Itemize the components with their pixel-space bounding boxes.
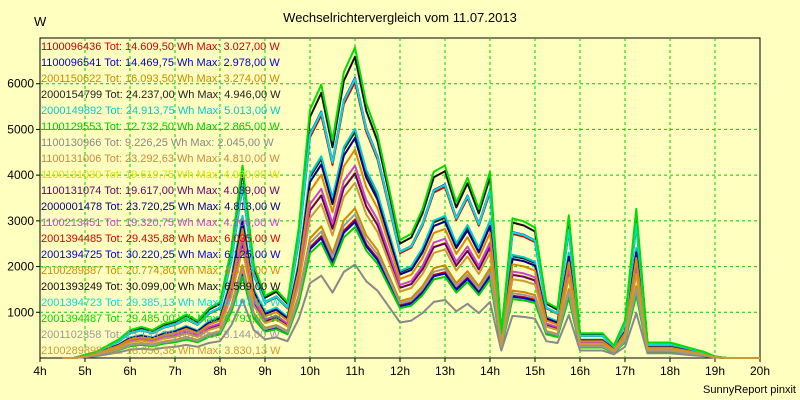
legend-entry: 2001393249 Tot: 30.099,00 Wh Max: 6.589,… <box>41 281 281 293</box>
legend-entry: 1100096436 Tot: 14.609,50 Wh Max: 3.027,… <box>41 41 280 53</box>
legend-entry: 1100129553 Tot: 12.732,50 Wh Max: 2.865,… <box>41 121 280 133</box>
x-tick-label: 4h <box>33 364 46 378</box>
legend-entry: 1100213451 Tot: 19.320,75 Wh Max: 4.206,… <box>41 217 280 229</box>
legend-entry: 2000154799 Tot: 24.237,00 Wh Max: 4.946,… <box>41 89 281 101</box>
x-tick-label: 13h <box>435 364 455 378</box>
y-tick-label: 5000 <box>7 122 34 136</box>
legend-entry: 1100131006 Tot: 23.292,63 Wh Max: 4.810,… <box>41 153 280 165</box>
y-tick-label: 3000 <box>7 214 34 228</box>
legend-entry: 1100096541 Tot: 14.469,75 Wh Max: 2.978,… <box>41 57 280 69</box>
x-tick-label: 6h <box>123 364 136 378</box>
y-tick-label: 4000 <box>7 168 34 182</box>
footer-credit: SunnyReport pinxit <box>703 384 796 396</box>
legend-entry: 1100131030 Tot: 19.619,75 Wh Max: 4.060,… <box>41 169 280 181</box>
x-tick-label: 7h <box>168 364 181 378</box>
series-line-7 <box>62 263 760 359</box>
legend-entry: 2000149892 Tot: 24.913,75 Wh Max: 5.013,… <box>41 105 281 117</box>
x-tick-label: 11h <box>345 364 364 378</box>
legend-entry: 1100130966 Tot: 9.226,25 Wh Max: 2.045,0… <box>41 137 274 149</box>
x-tick-label: 9h <box>258 364 271 378</box>
legend-entry: 2000001478 Tot: 23.720,25 Wh Max: 4.813,… <box>41 201 281 213</box>
y-tick-label: 2000 <box>7 260 34 274</box>
x-tick-label: 14h <box>480 364 500 378</box>
y-tick-label: 6000 <box>7 77 34 91</box>
legend-entry: 2001394725 Tot: 30.220,25 Wh Max: 6.125,… <box>41 249 281 261</box>
series-line-18 <box>62 46 760 359</box>
legend-entry: 2100289898 Tot: 18.056,38 Wh Max: 3.830,… <box>41 345 281 357</box>
y-tick-label: 1000 <box>7 305 34 319</box>
x-tick-label: 10h <box>300 364 320 378</box>
x-tick-label: 16h <box>570 364 590 378</box>
legend-entry: 2001394487 Tot: 29.485,00 Wh Max: 6.793,… <box>41 313 281 325</box>
x-tick-label: 8h <box>213 364 226 378</box>
series-line-20 <box>62 181 760 359</box>
x-tick-label: 5h <box>78 364 91 378</box>
legend-entry: 2001150622 Tot: 16.093,50 Wh Max: 3.274,… <box>41 73 280 85</box>
x-tick-label: 19h <box>705 364 725 378</box>
x-tick-label: 20h <box>750 364 770 378</box>
legend-entry: 2001394723 Tot: 29.385,13 Wh Max: 6.107,… <box>41 297 281 309</box>
legend-entry: 1100131074 Tot: 19.617,00 Wh Max: 4.039,… <box>41 185 280 197</box>
x-tick-label: 17h <box>615 364 635 378</box>
x-tick-label: 12h <box>390 364 410 378</box>
legend-entry: 2001102358 Tot: 15.133,38 Wh Max: 3.144,… <box>41 329 280 341</box>
x-tick-label: 18h <box>660 364 680 378</box>
legend-entry: 2001394485 Tot: 29.435,88 Wh Max: 6.035,… <box>41 233 281 245</box>
x-tick-label: 15h <box>525 364 545 378</box>
chart-title: Wechselrichtervergleich vom 11.07.2013 <box>283 10 517 25</box>
y-axis-label: W <box>34 14 47 29</box>
legend-entry: 2100289887 Tot: 20.774,80 Wh Max: 4.556,… <box>41 265 281 277</box>
